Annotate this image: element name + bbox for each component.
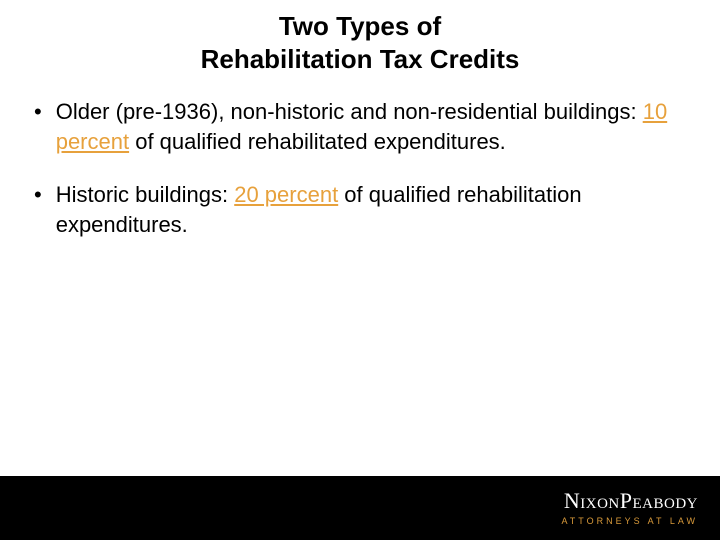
bullet-text: Historic buildings: 20 percent of qualif… bbox=[56, 180, 690, 239]
text-run: Older (pre-1936), non-historic and non-r… bbox=[56, 99, 643, 124]
text-run: of qualified rehabilitated expenditures. bbox=[129, 129, 506, 154]
brand-cap: N bbox=[564, 488, 580, 513]
bullet-item: • Historic buildings: 20 percent of qual… bbox=[30, 180, 690, 239]
slide: Two Types of Rehabilitation Tax Credits … bbox=[0, 0, 720, 540]
bullet-marker: • bbox=[30, 180, 56, 210]
title-line-1: Two Types of bbox=[0, 10, 720, 43]
highlight-text: 20 percent bbox=[234, 182, 338, 207]
brand-cap: P bbox=[620, 488, 633, 513]
slide-title: Two Types of Rehabilitation Tax Credits bbox=[0, 0, 720, 75]
slide-content: • Older (pre-1936), non-historic and non… bbox=[0, 75, 720, 240]
bullet-text: Older (pre-1936), non-historic and non-r… bbox=[56, 97, 690, 156]
brand-block: NixonPeabody ATTORNEYS AT LAW bbox=[561, 488, 698, 526]
bullet-marker: • bbox=[30, 97, 56, 127]
brand-rest: ixon bbox=[580, 488, 620, 513]
brand-tagline: ATTORNEYS AT LAW bbox=[561, 516, 698, 526]
slide-footer: NixonPeabody ATTORNEYS AT LAW bbox=[0, 476, 720, 540]
brand-logo-text: NixonPeabody bbox=[561, 488, 698, 514]
bullet-item: • Older (pre-1936), non-historic and non… bbox=[30, 97, 690, 156]
brand-rest: eabody bbox=[633, 488, 699, 513]
title-line-2: Rehabilitation Tax Credits bbox=[0, 43, 720, 76]
text-run: Historic buildings: bbox=[56, 182, 235, 207]
